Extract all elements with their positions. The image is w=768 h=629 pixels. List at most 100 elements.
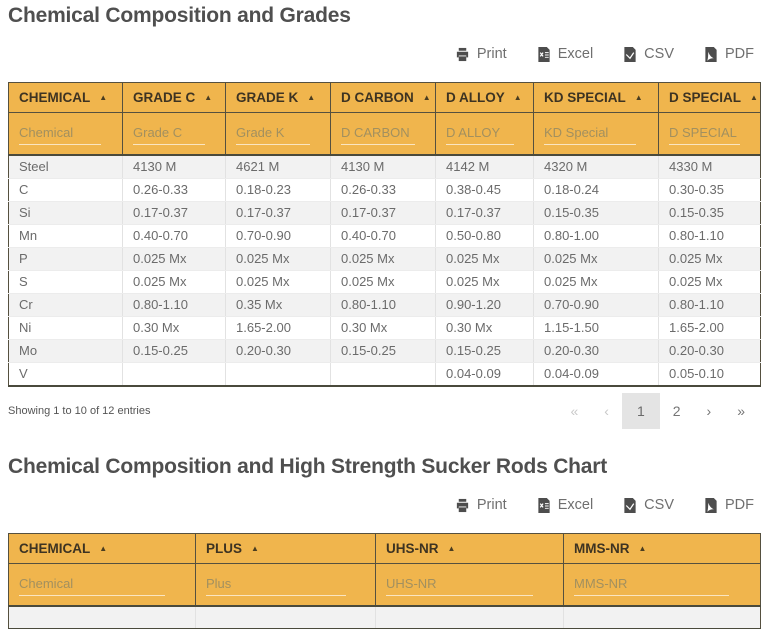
filter-input-d-alloy[interactable] [446,123,514,145]
sort-asc-icon: ▲ [422,93,431,102]
table-cell: 0.80-1.10 [330,293,436,317]
column-header-mms-nr[interactable]: MMS-NR ▲ [563,533,761,564]
filter-cell [435,112,534,156]
table-cell: 0.26-0.33 [122,178,226,202]
table-cell: 4320 M [533,155,659,179]
sort-asc-icon: ▲ [251,544,259,553]
column-header-d-alloy[interactable]: D ALLOY ▲ [435,82,534,113]
filter-input-chemical[interactable] [19,574,166,596]
sort-asc-icon: ▲ [307,93,316,102]
filter-cell [8,563,196,607]
column-header-uhs-nr[interactable]: UHS-NR ▲ [375,533,564,564]
print-button-2[interactable]: Print [455,497,507,513]
table-cell: 0.40-0.70 [122,224,226,248]
table-cell: 0.025 Mx [122,247,226,271]
column-header-grade-c[interactable]: GRADE C ▲ [122,82,226,113]
sort-asc-icon: ▲ [447,544,456,553]
page-button-2[interactable]: 2 [672,403,681,419]
entries-info: Showing 1 to 10 of 12 entries [8,405,151,417]
header-row: CHEMICAL ▲ PLUS ▲ UHS-NR ▲ MMS-NR ▲ [8,533,761,564]
table-cell: Mo [8,339,123,363]
next-page-button[interactable]: › [706,403,712,419]
filter-row [8,112,761,156]
print-button[interactable]: Print [455,46,507,62]
table-cell: 0.20-0.30 [533,339,659,363]
table-cell: 1.15-1.50 [533,316,659,340]
column-header-d-special[interactable]: D SPECIAL ▲ [658,82,761,113]
excel-button[interactable]: Excel [537,46,593,62]
table-cell: 0.17-0.37 [122,201,226,225]
csv-icon [623,46,637,62]
grades-table: CHEMICAL ▲ GRADE C ▲ GRADE K ▲ D CARBON ▲ D ALLO… [8,82,761,387]
filter-cell [375,563,564,607]
pdf-icon [704,497,718,513]
table-cell [122,362,226,387]
print-label: Print [476,497,507,513]
table-cell: 0.70-0.90 [225,224,331,248]
csv-button-2[interactable]: CSV [623,497,674,513]
prev-page-button[interactable]: ‹ [604,403,609,419]
table-cell: 4130 M [122,155,226,179]
column-header-label: GRADE C [133,90,196,105]
table-cell: C [8,178,123,202]
column-header-d-carbon[interactable]: D CARBON ▲ [330,82,436,113]
column-header-grade-k[interactable]: GRADE K ▲ [225,82,331,113]
table-cell: 0.025 Mx [658,270,761,294]
table-cell: Ni [8,316,123,340]
print-icon [455,498,470,513]
filter-cell [225,112,331,156]
excel-icon [537,497,551,513]
filter-input-uhs-nr[interactable] [386,574,533,596]
table-cell: 0.80-1.10 [658,224,761,248]
filter-input-chemical[interactable] [19,123,101,145]
column-header-label: GRADE K [236,90,299,105]
filter-input-d-carbon[interactable] [341,123,415,145]
table-cell: 0.26-0.33 [330,178,436,202]
sucker-rods-table: CHEMICAL ▲ PLUS ▲ UHS-NR ▲ MMS-NR ▲ [8,533,761,629]
excel-icon [537,46,551,62]
filter-input-grade-k[interactable] [236,123,310,145]
table-cell: 0.04-0.09 [435,362,534,387]
first-page-button[interactable]: « [570,403,579,419]
column-header-chemical[interactable]: CHEMICAL ▲ [8,533,196,564]
table-cell: 0.15-0.35 [533,201,659,225]
export-toolbar-2: Print Excel CSV PDF [8,497,754,513]
table-row: C 0.26-0.33 0.18-0.23 0.26-0.33 0.38-0.45 0.1… [8,178,761,202]
filter-cell [8,112,123,156]
column-header-plus[interactable]: PLUS ▲ [195,533,376,564]
last-page-button[interactable]: » [737,403,745,419]
table-row: Mn 0.40-0.70 0.70-0.90 0.40-0.70 0.50-0.80 0.… [8,224,761,248]
csv-button[interactable]: CSV [623,46,674,62]
table-cell [563,606,761,629]
filter-input-plus[interactable] [206,574,346,596]
table-row: V 0.04-0.09 0.04-0.09 0.05-0.10 [8,362,761,387]
filter-input-d-special[interactable] [669,123,741,145]
filter-input-grade-c[interactable] [133,123,206,145]
column-header-kd-special[interactable]: KD SPECIAL ▲ [533,82,659,113]
sort-asc-icon: ▲ [638,544,647,553]
filter-input-kd-special[interactable] [544,123,636,145]
sort-asc-icon: ▲ [634,93,643,102]
pagination: « ‹ 1 2 › » [557,393,758,429]
table-row [8,606,761,629]
table-cell: 0.17-0.37 [225,201,331,225]
pdf-icon [704,46,718,62]
filter-cell [563,563,761,607]
table-cell: 0.025 Mx [533,270,659,294]
column-header-label: PLUS [206,541,243,556]
column-header-chemical[interactable]: CHEMICAL ▲ [8,82,123,113]
filter-cell [658,112,761,156]
pdf-button[interactable]: PDF [704,46,754,62]
table-cell [330,362,436,387]
page-button-1[interactable]: 1 [621,393,660,429]
table-cell: 4621 M [225,155,331,179]
filter-input-mms-nr[interactable] [574,574,729,596]
column-header-label: D SPECIAL [669,90,742,105]
table-cell: 0.90-1.20 [435,293,534,317]
column-header-label: D CARBON [341,90,414,105]
csv-label: CSV [644,46,674,62]
table-cell: 0.70-0.90 [533,293,659,317]
pdf-button-2[interactable]: PDF [704,497,754,513]
csv-label: CSV [644,497,674,513]
excel-button-2[interactable]: Excel [537,497,593,513]
